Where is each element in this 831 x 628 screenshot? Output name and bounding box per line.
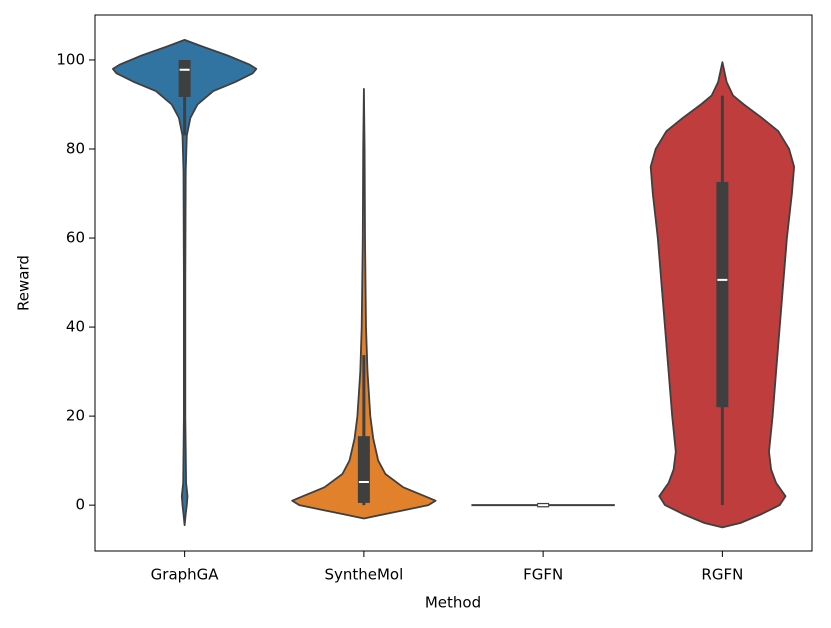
x-tick-label: RGFN (701, 566, 743, 584)
x-tick-label: GraphGA (151, 566, 220, 584)
box (178, 59, 191, 97)
plot-frame (94, 14, 813, 552)
x-tick-label: FGFN (523, 566, 563, 584)
x-axis-label: Method (425, 594, 481, 612)
y-tick-label: 40 (66, 318, 85, 336)
y-tick-label: 60 (66, 229, 85, 247)
y-axis-label: Reward (15, 255, 33, 311)
violin (112, 39, 258, 527)
violin (291, 88, 437, 520)
y-tick-label: 0 (75, 496, 85, 514)
x-tick-label: SyntheMol (324, 566, 403, 584)
box (716, 181, 729, 408)
y-tick-label: 20 (66, 407, 85, 425)
y-tick-label: 100 (56, 50, 85, 68)
y-tick-label: 80 (66, 140, 85, 158)
box (357, 436, 370, 503)
